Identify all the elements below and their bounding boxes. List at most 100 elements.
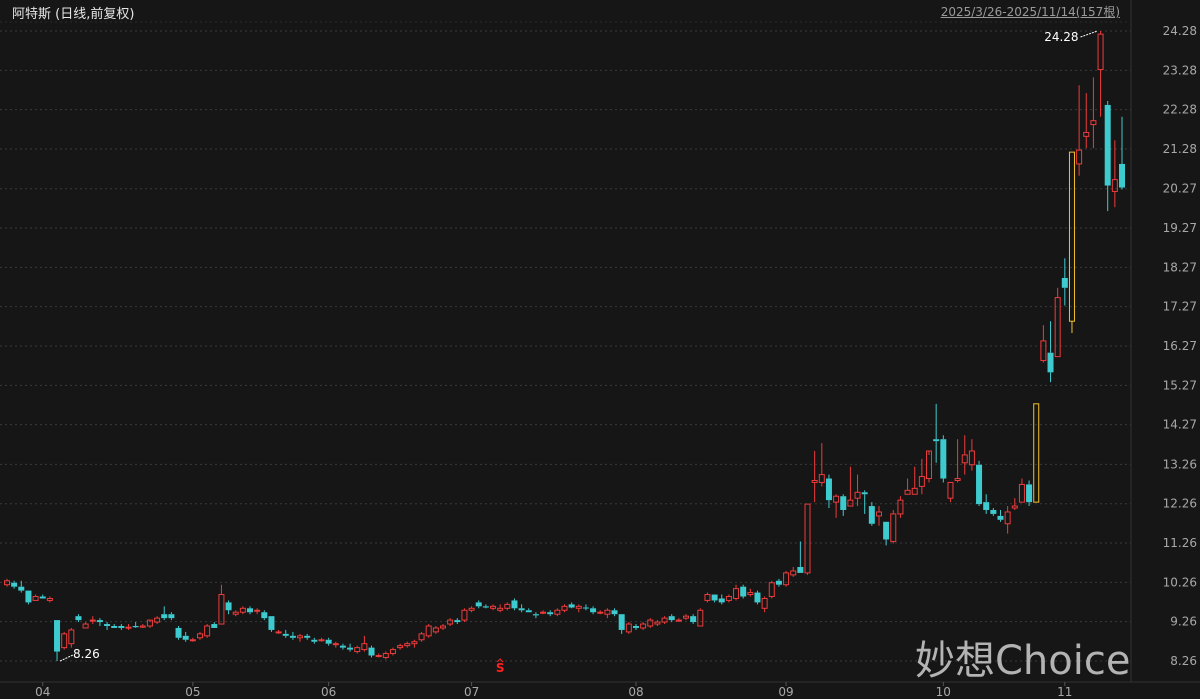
candle <box>561 604 568 613</box>
candle <box>690 614 697 625</box>
candle <box>1097 31 1104 117</box>
candle <box>590 606 597 615</box>
candle-body <box>1104 104 1111 186</box>
y-tick-label: 14.27 <box>1163 418 1197 432</box>
candle-body <box>347 647 354 650</box>
candle-body <box>25 590 32 603</box>
candle <box>668 614 675 623</box>
candle-body <box>139 625 146 628</box>
candle-body <box>354 647 361 653</box>
candle <box>354 645 361 654</box>
min-value-label: 8.26 <box>73 647 100 661</box>
candle <box>540 610 547 615</box>
y-tick-label: 23.28 <box>1163 63 1197 77</box>
candle-body <box>218 594 225 625</box>
candle <box>39 594 46 599</box>
candle <box>211 622 218 628</box>
candle-body <box>325 639 332 644</box>
candle <box>425 624 432 638</box>
candle <box>761 596 768 613</box>
candle <box>875 506 882 526</box>
candle <box>468 606 475 613</box>
y-tick-label: 24.28 <box>1163 24 1197 38</box>
candle <box>983 494 990 514</box>
candle <box>161 606 168 621</box>
candle-body <box>733 588 740 599</box>
candle-body <box>532 614 539 616</box>
candle <box>525 608 532 613</box>
candle <box>918 458 925 495</box>
candle <box>289 631 296 640</box>
max-arrow <box>1080 30 1098 38</box>
candle-body <box>547 612 554 615</box>
candle-body <box>590 608 597 613</box>
candle-body <box>775 580 782 585</box>
candle <box>1047 321 1054 383</box>
candle-body <box>311 639 318 642</box>
candle-body <box>818 474 825 483</box>
min-arrow <box>59 654 74 662</box>
candle-body <box>275 631 282 634</box>
candle <box>96 618 103 626</box>
candle-body <box>525 610 532 613</box>
candle-body <box>654 621 661 625</box>
candle <box>490 604 497 611</box>
candle <box>146 619 153 628</box>
candle-body <box>1083 131 1090 137</box>
date-range-link[interactable]: 2025/3/26-2025/11/14(157根) <box>940 5 1120 19</box>
candle <box>382 651 389 660</box>
candle <box>582 604 589 611</box>
candle <box>218 584 225 625</box>
candle-body <box>54 620 61 652</box>
candle <box>797 541 804 573</box>
max-value-label: 24.28 <box>1044 30 1078 44</box>
candle <box>947 481 954 503</box>
candle-body <box>668 616 675 621</box>
candle-body <box>690 616 697 623</box>
candle-body <box>11 582 18 587</box>
y-tick-label: 22.28 <box>1163 103 1197 117</box>
candle-body <box>683 615 690 619</box>
candle <box>46 596 53 603</box>
candle <box>640 622 647 630</box>
candle <box>783 570 790 587</box>
candle <box>818 443 825 487</box>
candle <box>697 608 704 627</box>
candle-body <box>911 487 918 495</box>
candle-body <box>1018 483 1025 503</box>
candle <box>1068 151 1075 334</box>
candle <box>311 637 318 644</box>
candle-body <box>254 609 261 612</box>
candle <box>976 460 983 507</box>
y-tick-label: 16.27 <box>1163 339 1197 353</box>
candle-body <box>1033 403 1040 503</box>
candle <box>261 610 268 621</box>
candle-body <box>861 492 868 495</box>
x-tick-label: 05 <box>185 685 200 699</box>
candle <box>775 578 782 587</box>
candle <box>997 509 1004 522</box>
candle <box>811 451 818 503</box>
candle <box>532 612 539 619</box>
candle <box>575 604 582 613</box>
candle-body <box>840 496 847 510</box>
candle <box>61 631 68 650</box>
candle <box>75 614 82 623</box>
candle-body <box>868 506 875 524</box>
candle-body <box>204 625 211 637</box>
candle <box>389 647 396 656</box>
candle-body <box>768 582 775 598</box>
candle <box>704 592 711 603</box>
candle <box>725 594 732 603</box>
candle-body <box>647 619 654 627</box>
candle <box>968 439 975 471</box>
candle <box>375 653 382 658</box>
candle <box>111 624 118 628</box>
candle-body <box>39 596 46 599</box>
candle <box>1090 77 1097 149</box>
candle-body <box>125 626 132 629</box>
candle-body <box>425 625 432 637</box>
y-tick-label: 21.28 <box>1163 142 1197 156</box>
candle-body <box>1090 120 1097 126</box>
